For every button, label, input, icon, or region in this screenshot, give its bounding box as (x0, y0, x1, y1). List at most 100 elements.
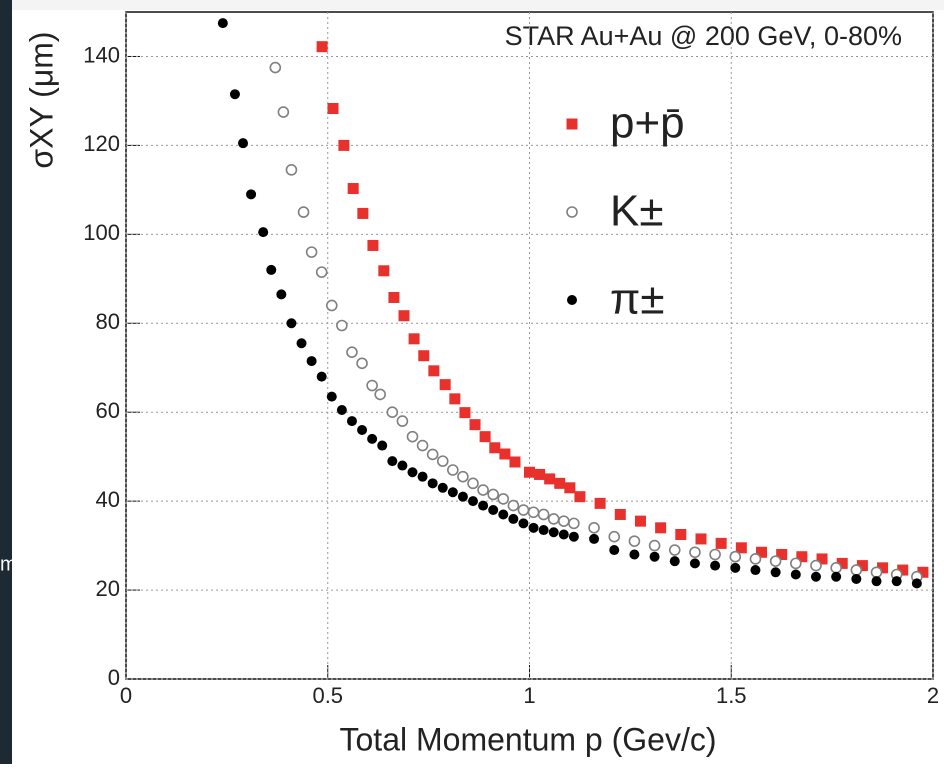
slide-top-strip (12, 0, 944, 10)
marker (477, 484, 489, 496)
marker (347, 183, 359, 195)
marker (729, 550, 742, 563)
x-tick-label: 1 (523, 683, 535, 708)
marker (518, 518, 529, 529)
marker (315, 266, 328, 278)
marker (871, 576, 882, 587)
y-tick-label: 80 (96, 309, 120, 334)
marker (816, 553, 828, 565)
marker (769, 555, 782, 567)
marker (524, 466, 535, 478)
chart-title: STAR Au+Au @ 200 GeV, 0-80% (505, 21, 902, 51)
marker (508, 513, 519, 524)
marker (851, 573, 862, 584)
marker (568, 531, 579, 542)
y-tick-label: 20 (96, 576, 120, 601)
marker (468, 496, 479, 507)
marker (831, 571, 842, 582)
marker (836, 557, 848, 569)
marker (325, 299, 338, 312)
marker (917, 566, 929, 578)
marker (326, 391, 337, 402)
marker (346, 416, 357, 427)
marker (538, 525, 549, 536)
marker (648, 539, 661, 552)
marker (911, 578, 922, 589)
marker (810, 571, 821, 582)
marker (614, 508, 626, 520)
marker (246, 189, 257, 200)
marker (629, 549, 640, 560)
marker (447, 464, 459, 476)
marker (568, 517, 580, 530)
marker (357, 424, 368, 435)
marker (830, 562, 842, 574)
marker (469, 419, 481, 431)
marker (437, 482, 448, 493)
marker (357, 207, 369, 219)
y-tick-label: 0 (108, 665, 120, 690)
marker (297, 206, 310, 218)
marker (479, 431, 491, 443)
marker (594, 497, 606, 509)
marker (564, 482, 576, 494)
y-tick-label: 140 (83, 42, 120, 67)
marker (378, 265, 390, 277)
marker (447, 487, 458, 498)
marker (548, 527, 559, 538)
marker (509, 456, 521, 468)
x-tick-label: 2 (927, 683, 939, 708)
marker (776, 548, 788, 560)
marker (588, 522, 600, 534)
marker (449, 393, 461, 405)
marker (266, 264, 277, 275)
marker (547, 513, 560, 525)
marker (499, 448, 511, 460)
slide-background (0, 0, 12, 764)
marker (306, 356, 317, 367)
marker (517, 504, 530, 516)
marker (534, 468, 546, 480)
x-tick-label: 0 (120, 683, 132, 708)
marker (387, 456, 398, 467)
marker (669, 556, 680, 567)
marker (276, 289, 287, 300)
marker (396, 415, 409, 427)
marker (388, 291, 400, 303)
marker (566, 206, 578, 218)
marker (488, 505, 499, 516)
marker (336, 319, 348, 332)
marker (316, 371, 327, 382)
marker (790, 557, 802, 570)
marker (856, 560, 868, 572)
marker (427, 478, 438, 489)
marker (557, 515, 570, 527)
marker (589, 533, 600, 544)
marker (258, 227, 269, 238)
marker (507, 499, 520, 512)
marker (749, 553, 762, 565)
marker (558, 529, 569, 540)
marker (417, 471, 428, 482)
marker (269, 61, 282, 74)
marker (770, 567, 781, 578)
marker (374, 388, 387, 401)
marker (397, 460, 408, 471)
marker (566, 118, 578, 130)
marker (810, 559, 822, 572)
marker (286, 318, 297, 329)
marker (277, 106, 290, 118)
legend-label: π± (610, 275, 665, 324)
marker (217, 18, 228, 29)
y-tick-label: 60 (96, 398, 120, 423)
slide-fragment: m (0, 553, 17, 575)
x-tick-label: 0.5 (312, 683, 343, 708)
marker (877, 562, 889, 574)
marker (285, 164, 298, 176)
marker (366, 379, 378, 392)
marker (346, 346, 358, 358)
marker (695, 533, 707, 545)
marker (459, 407, 471, 419)
marker (689, 558, 700, 569)
